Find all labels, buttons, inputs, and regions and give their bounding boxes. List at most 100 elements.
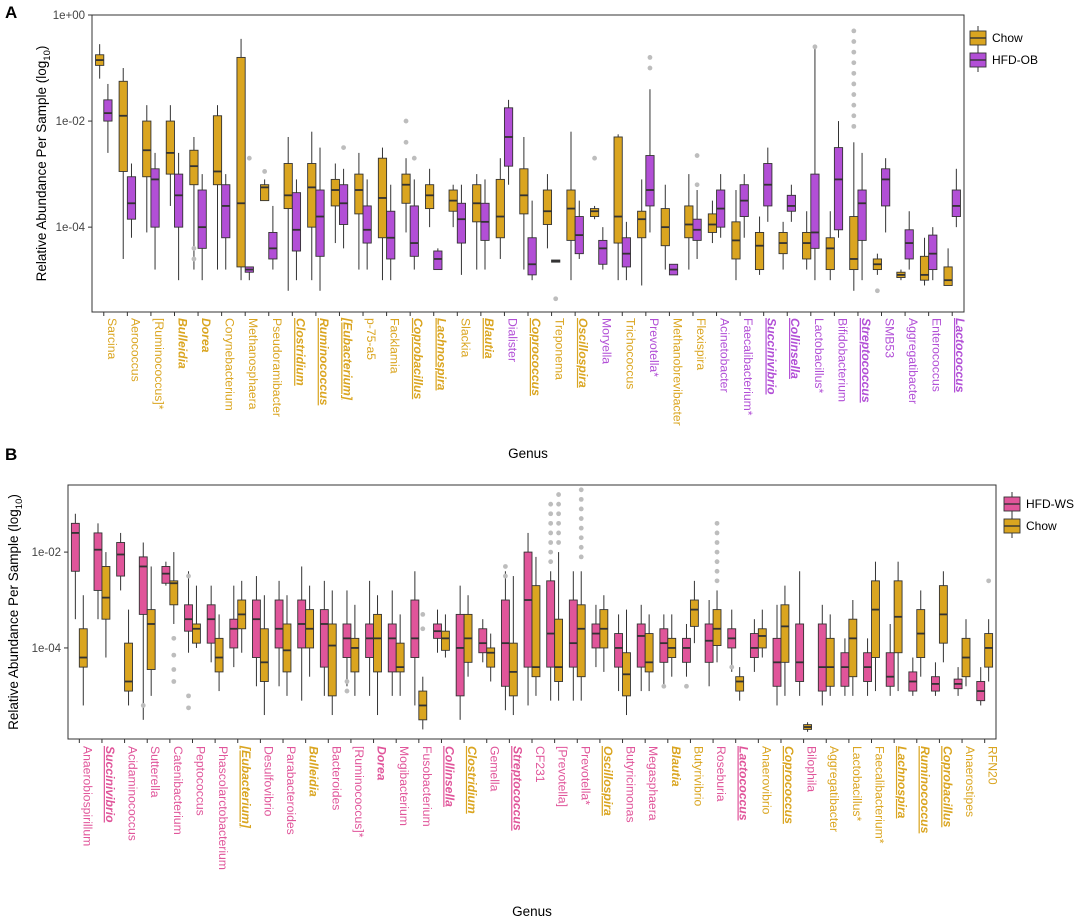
panel-b-y-axis-label-close: ) [6,494,21,499]
panel-b-box-hfd_ws [795,623,805,682]
panel-a-outlier-chow [851,28,857,34]
panel-b-xtick-label: Blautia [669,746,683,787]
panel-b-xtick-label: Prevotella* [578,746,592,805]
panel-b-xtick-label: Ruminococcus [918,746,932,834]
panel-b-outlier-chow [578,496,584,502]
panel-a-ytick-label: 1e-04 [56,222,86,234]
panel-b-outlier-chow [420,626,426,632]
panel-a-legend: Chow HFD-OB [969,26,1038,72]
panel-a-outlier-chow [403,118,409,124]
panel-b-box-hfd_ws [70,522,80,572]
panel-a-xtick-label: Oscillospira [576,318,590,388]
panel-b-xtick-label: Fusobacterium [420,746,434,827]
panel-b-box-chow [486,647,496,668]
panel-b-xtick-label: Anaerovibrio [759,746,773,815]
panel-b-box-chow [192,623,201,644]
panel-a-xtick-label: Sarcina [105,318,119,360]
panel-a-outlier-hfd_ob [647,55,653,60]
panel-b-box-hfd_ws [410,599,420,658]
panel-a-xtick-label: Aerococcus [128,318,142,382]
panel-b-box-hfd_ws [840,652,850,687]
panel-b-box-chow [373,613,382,673]
panel-a-category: Trichococcus [613,134,637,389]
panel-a-y-axis-label-close: ) [34,46,49,51]
panel-b-category: Butyricimonas [614,609,638,823]
panel-b-outlier-hfd_ws [140,703,146,708]
panel-a-box-hfd_ob [881,168,891,207]
panel-a-box-hfd_ob [197,189,207,249]
panel-b-outlier-chow [578,544,584,550]
panel-a-xtick-label: Blautia [482,318,496,359]
panel-a-category: Facklamia [377,147,402,374]
panel-b-outlier-chow [714,549,720,555]
panel-b-xtick-label: Butyrivibrio [691,746,705,806]
panel-b-outlier-chow [171,635,177,641]
panel-a-box-chow [495,178,505,239]
panel-b-xtick-label: Anaerobiospirillum [80,746,94,846]
panel-b-xtick-label: Catenibacterium [171,746,185,835]
panel-a-y-axis-label: Relative Abundance Per Sample (log10) [34,46,53,282]
panel-a-box-hfd_ob [857,189,867,241]
panel-b-outlier-chow [714,568,720,574]
panel-b-xtick-label: Collinsella [442,746,456,807]
panel-b-chart: 1e-02 1e-04 Relative Abundance Per Sample … [6,484,1074,919]
panel-b-box-hfd_ws [614,633,623,668]
panel-a-box-chow [330,178,340,207]
panel-b-xtick-label: Bilophila [805,746,819,792]
panel-a-box-chow [919,255,930,281]
panel-a-xtick-label: Clostridium [293,318,307,386]
panel-b-letter: B [5,445,18,464]
panel-b-category: Gemella [478,619,502,792]
panel-b-box-hfd_ws [749,633,759,658]
panel-a-box-hfd_ob [951,189,961,217]
panel-b-xtick-label: Parabacteroides [284,746,298,835]
panel-b-y-axis-label: Relative Abundance Per Sample (log10) [6,494,25,730]
panel-b-xtick-label: Phascolarctobacterium [216,746,230,870]
panel-b-legend-label-hfd_ws: HFD-WS [1026,497,1074,511]
panel-a-box-chow [401,173,411,204]
panel-a-outlier-chow [851,123,857,129]
panel-a-xtick-label: Moryella [600,318,614,364]
panel-a-category: Streptococcus [849,28,873,403]
panel-a-box-chow [354,173,364,215]
panel-b-box-hfd_ws [161,566,171,584]
panel-a-category: Methanosphaera [236,38,260,410]
panel-b-outlier-hfd_ws [503,564,508,569]
panel-b-outlier-hfd_ws [186,705,191,711]
panel-b-xtick-label: Clostridium [465,746,479,814]
panel-b-outlier-hfd_ws [684,683,689,689]
panel-b-box-hfd_ws [568,599,578,668]
panel-a-box-hfd_ob [810,173,820,249]
panel-a-box-hfd_ob [904,229,914,260]
panel-b-xtick-label: Lactobacillus* [850,746,864,821]
panel-a-box-chow [637,210,647,239]
panel-a-xtick-label: Ruminococcus [317,318,331,406]
panel-b-xtick-label: Lactococcus [737,746,751,821]
panel-b-xtick-label: [Ruminococcus]* [352,746,366,838]
panel-a-outlier-chow [592,155,597,161]
panel-a-outlier-chow [851,113,857,119]
panel-b-category: Butyrivibrio [682,580,705,806]
panel-a-box-chow [613,136,623,244]
panel-b-xtick-label: Mogibacterium [397,746,411,826]
panel-b-outlier-chow [171,679,177,684]
panel-b-xtick-label: Oscillospira [601,746,615,816]
panel-a-ytick-label: 1e-02 [56,116,85,128]
panel-a-category: SMB53 [872,158,897,358]
panel-a-category: Coprococcus [519,136,543,396]
panel-b-box-hfd_ws [319,609,329,668]
panel-b-box-chow [441,630,450,651]
panel-a-outlier-chow [874,288,880,294]
panel-a-outlier-chow [851,39,857,44]
panel-a-box-hfd_ob [456,202,466,244]
panel-a-box-chow [542,189,553,225]
panel-b-category: Bulleidia [297,566,321,797]
panel-b-category: Megasphaera [636,604,660,821]
panel-a-outlier-chow [851,49,857,55]
panel-b-xtick-label: Gemella [488,746,502,792]
panel-a-ytick-label: 1e+00 [53,10,85,22]
panel-a-xtick-label: Bulleidia [175,318,189,369]
panel-b-box-hfd_ws [274,599,284,649]
panel-a-xtick-label: Lactobacillus* [812,318,826,393]
panel-b-category: Faecalibacterium* [863,561,887,844]
